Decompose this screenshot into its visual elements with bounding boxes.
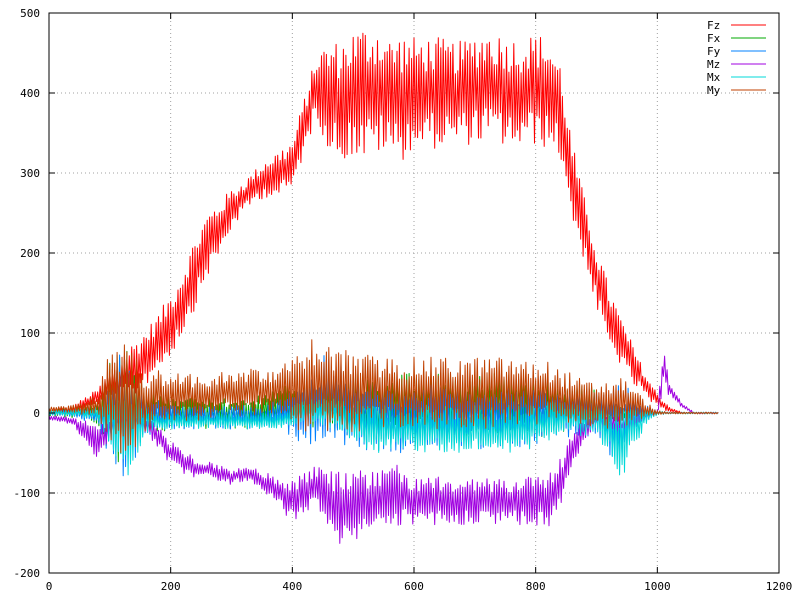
- tick-layer: 0 200 400 600 800 1000 1200 -200 -100 0 100 200 300 4…: [14, 7, 793, 593]
- series-line-my: [48, 339, 719, 454]
- x-tick-label: 1200: [766, 580, 793, 593]
- x-tick-label: 200: [161, 580, 181, 593]
- legend-label-fy: Fy: [707, 45, 721, 58]
- y-tick-label: 400: [20, 87, 40, 100]
- x-tick-label: 600: [404, 580, 424, 593]
- legend-label-mz: Mz: [707, 58, 720, 71]
- series-layer: [48, 32, 719, 544]
- x-tick-label: 0: [46, 580, 53, 593]
- series-line-mx: [48, 374, 719, 476]
- legend-label-fz: Fz: [707, 19, 720, 32]
- series-line-fz: [48, 32, 719, 416]
- y-tick-label: 500: [20, 7, 40, 20]
- legend-label-fx: Fx: [707, 32, 721, 45]
- legend-label-mx: Mx: [707, 71, 721, 84]
- x-tick-label: 800: [526, 580, 546, 593]
- y-tick-label: 100: [20, 327, 40, 340]
- y-tick-label: 200: [20, 247, 40, 260]
- y-tick-label: -200: [14, 567, 41, 580]
- x-tick-label: 1000: [644, 580, 671, 593]
- legend-label-my: My: [707, 84, 721, 97]
- y-tick-label: 0: [33, 407, 40, 420]
- y-tick-label: -100: [14, 487, 41, 500]
- x-tick-label: 400: [282, 580, 302, 593]
- y-tick-label: 300: [20, 167, 40, 180]
